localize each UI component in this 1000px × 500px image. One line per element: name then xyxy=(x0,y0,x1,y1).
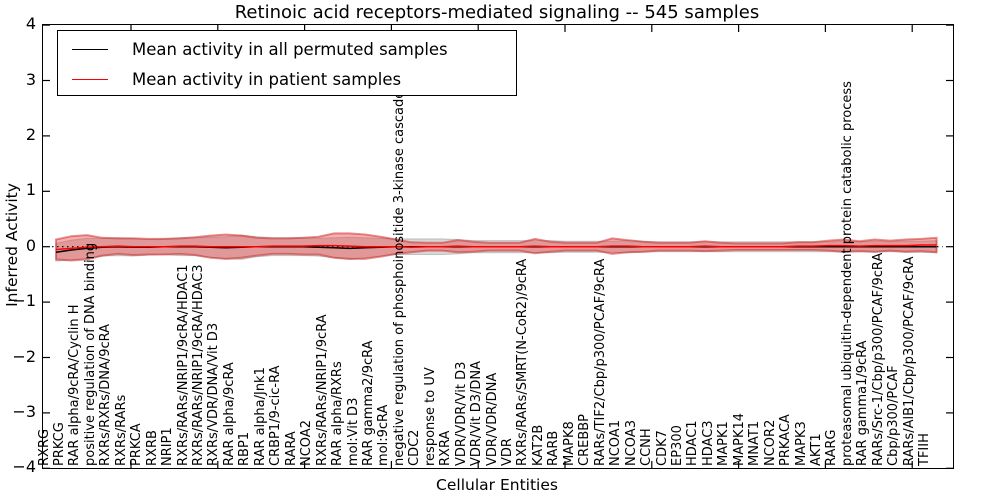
x-tick-label: MAPK14 xyxy=(731,412,747,466)
x-tick-label: CREBBP xyxy=(577,414,593,466)
y-tick-label: 2 xyxy=(25,124,36,144)
x-axis-label: Cellular Entities xyxy=(436,476,558,494)
x-tick-label: HDAC1 xyxy=(685,420,701,466)
y-tick-label: 1 xyxy=(25,180,36,200)
legend-label-patient: Mean activity in patient samples xyxy=(132,69,402,89)
y-tick-label: 3 xyxy=(25,69,36,89)
x-tick-label: AKT1 xyxy=(809,433,824,466)
x-tick-label: RXRs/RXRs/DNA/9cRA xyxy=(98,323,114,466)
x-tick-label: RAR alpha/9cRA/Cyclin H xyxy=(67,304,83,466)
x-tick-label: NCOA2 xyxy=(299,420,315,466)
x-tick-label: RAR gamma2/9cRA xyxy=(360,340,376,466)
legend-row: Mean activity in all permuted samples xyxy=(72,34,516,64)
x-tick-label: response to UV xyxy=(422,367,438,466)
x-tick-label: VDR xyxy=(500,438,515,466)
x-tick-label: RXRB xyxy=(144,430,160,466)
y-tick-label: 4 xyxy=(25,14,36,34)
legend-label-permuted: Mean activity in all permuted samples xyxy=(132,39,448,59)
x-tick-label: EP300 xyxy=(669,425,685,466)
x-tick-label: RXRs/VDR/DNA/Vit D3 xyxy=(206,322,222,466)
x-tick-label: proteasomal ubiquitin-dependent protein … xyxy=(839,81,855,466)
x-tick-label: NCOR2 xyxy=(762,419,778,466)
x-tick-label: positive regulation of DNA binding xyxy=(82,242,98,466)
x-tick-label: PRKACA xyxy=(778,414,794,466)
x-tick-label: TFIIH xyxy=(917,433,933,466)
x-tick-label: RXRs/RARs/NRIP1/9cRA/HDAC3 xyxy=(191,264,206,466)
x-tick-label: mol:Vit D3 xyxy=(345,397,361,466)
x-tick-label: RXRA xyxy=(438,430,454,466)
x-tick-label: NRIP1 xyxy=(160,427,176,466)
x-tick-label: RAR alpha/9cRA xyxy=(221,362,237,466)
x-tick-label: RARs/AlB1/Cbp/p300/PCAF/9cRA xyxy=(901,256,917,466)
legend: Mean activity in all permuted samples Me… xyxy=(57,30,517,96)
x-tick-label: RBP1 xyxy=(237,431,253,466)
x-tick-label: RAR gamma1/9cRA xyxy=(855,340,871,466)
legend-line-sample-patient xyxy=(72,78,108,80)
x-tick-label: PRKCA xyxy=(129,423,145,466)
x-tick-label: MAPK8 xyxy=(561,421,577,466)
x-tick-label: NCOA3 xyxy=(623,420,639,466)
x-tick-label: RXRs/RARs/NRIP1/9cRA xyxy=(314,314,330,466)
x-tick-label: MNAT1 xyxy=(747,420,763,466)
y-tick-label: −3 xyxy=(12,401,36,421)
x-tick-label: RAR alpha/RXRs xyxy=(330,361,346,466)
x-tick-label: CCNH xyxy=(639,428,655,466)
x-tick-label: PRKCG xyxy=(51,422,67,466)
y-tick-label: −1 xyxy=(12,291,36,311)
x-tick-label: mol:9cRA xyxy=(376,404,392,466)
x-tick-label: CDC2 xyxy=(407,429,423,466)
x-tick-label: CDK7 xyxy=(654,430,670,466)
y-tick-label: 0 xyxy=(25,235,36,255)
x-tick-label: RARs/TIF2/Cbp/p300/PCAF/9cRA xyxy=(592,258,608,466)
x-tick-label: RARB xyxy=(546,430,562,466)
x-tick-label: MAPK1 xyxy=(716,421,732,466)
x-tick-label: negative regulation of phosphoinositide … xyxy=(391,90,407,466)
x-tick-label: HDAC3 xyxy=(700,420,716,466)
x-tick-label: VDR/VDR/DNA xyxy=(484,372,500,466)
x-tick-label: KAT2B xyxy=(530,424,546,466)
x-tick-label: RAR alpha/Jnk1 xyxy=(252,367,268,466)
x-tick-label: NCOA1 xyxy=(608,420,624,466)
x-tick-label: RXRs/RARs/NRIP1/9cRA/HDAC1 xyxy=(175,264,191,466)
y-tick-label: −2 xyxy=(12,346,36,366)
y-tick-label: −4 xyxy=(12,457,36,477)
x-tick-label: MAPK3 xyxy=(793,421,809,466)
x-tick-label: RXRs/RARs xyxy=(113,394,129,466)
legend-line-sample-permuted xyxy=(72,48,108,50)
x-tick-label: Cbp/p300/PCAF xyxy=(886,365,902,466)
x-tick-label: RARs/Src-1/Cbp/p300/PCAF/9cRA xyxy=(870,252,886,466)
x-tick-label: RXRs/RARs/SMRT(N-CoR2)/9cRA xyxy=(515,258,531,466)
x-tick-label: CRBP1/9-cic-RA xyxy=(268,365,284,466)
chart-title: Retinoic acid receptors-mediated signali… xyxy=(234,2,760,23)
x-tick-label: RXRG xyxy=(36,428,52,466)
patient-mean-line xyxy=(55,244,937,251)
chart-canvas xyxy=(43,25,953,468)
x-tick-label: VDR/VDR/Vit D3 xyxy=(453,361,469,466)
x-tick-label: VDR/Vit D3/DNA xyxy=(469,360,485,466)
x-tick-label: RARA xyxy=(283,431,299,466)
legend-row: Mean activity in patient samples xyxy=(72,64,516,94)
x-tick-label: RARG xyxy=(824,429,840,466)
